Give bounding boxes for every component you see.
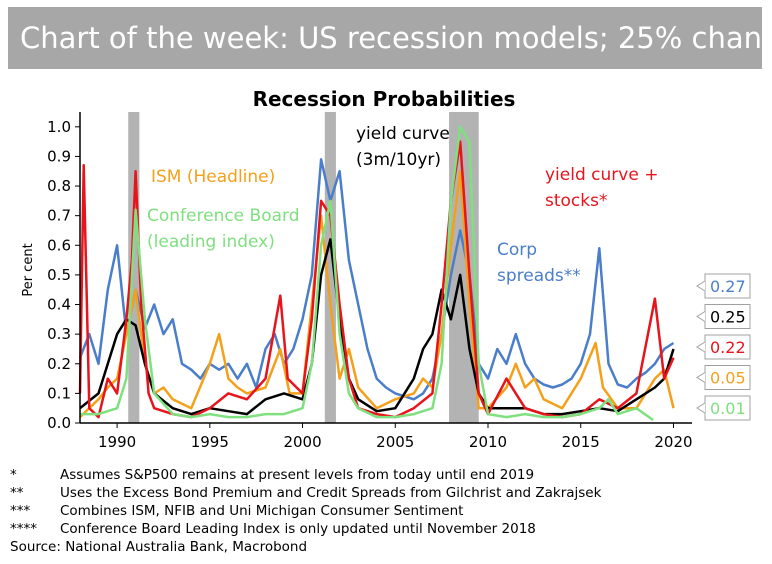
header-banner: Chart of the week: US recession models; … xyxy=(8,7,772,69)
x-tick-label: 2005 xyxy=(376,433,414,451)
x-tick-label: 1995 xyxy=(191,433,229,451)
end-label-0.05: 0.05 xyxy=(696,365,751,390)
footnote-mark: **** xyxy=(10,521,37,537)
end-label-value: 0.05 xyxy=(710,369,746,388)
end-label-pointer xyxy=(696,280,706,292)
y-tick-label: 0.0 xyxy=(47,414,71,432)
y-tick-label: 0.1 xyxy=(47,384,71,402)
y-tick-label: 1.0 xyxy=(47,118,71,136)
footnote-mark: * xyxy=(10,467,17,483)
annotations: yield curve (3m/10yr) ISM (Headline) Confer… xyxy=(147,124,658,286)
annotation-conf: (leading index) xyxy=(147,232,275,252)
footnote-4: **** Conference Board Leading Index is o… xyxy=(10,520,765,538)
end-labels: 0.27 0.25 0.22 0.05 0.01 xyxy=(696,273,751,421)
x-tick-label: 1990 xyxy=(98,433,136,451)
footnote-1: * Assumes S&P500 remains at present leve… xyxy=(10,466,765,484)
end-label-box xyxy=(704,365,751,390)
x-tick-label: 2015 xyxy=(562,433,600,451)
series-line-green xyxy=(80,125,654,422)
annotation-ycs: yield curve + xyxy=(545,165,658,185)
y-tick-label: 0.7 xyxy=(47,207,71,225)
footnotes: * Assumes S&P500 remains at present leve… xyxy=(10,466,765,556)
end-label-box xyxy=(704,304,751,329)
end-label-box xyxy=(704,395,751,421)
series-lines xyxy=(78,125,675,422)
annotation-yield: (3m/10yr) xyxy=(356,150,441,170)
end-label-pointer xyxy=(696,341,706,353)
end-label-box xyxy=(704,273,751,299)
y-tick-label: 0.2 xyxy=(47,355,71,373)
x-tick-label: 2020 xyxy=(654,433,692,451)
annotation-ism: ISM (Headline) xyxy=(151,167,275,187)
footnote-mark: ** xyxy=(10,485,24,501)
x-tick-label: 2010 xyxy=(469,433,507,451)
footnote-3: *** Combines ISM, NFIB and Uni Michigan … xyxy=(10,502,765,520)
x-tick-label: 2000 xyxy=(283,433,321,451)
footnote-text: Conference Board Leading Index is only u… xyxy=(60,521,536,537)
axes: 0.0 0.1 0.2 0.3 0.4 0.5 0.6 0.7 0.8 0.9 1.0 1990 199… xyxy=(47,112,693,451)
end-label-value: 0.25 xyxy=(710,308,746,327)
y-tick-label: 0.6 xyxy=(47,236,71,254)
end-label-pointer xyxy=(696,372,706,383)
annotation-corp: Corp xyxy=(497,240,537,260)
end-label-0.27: 0.27 xyxy=(696,273,751,299)
y-tick-label: 0.5 xyxy=(47,266,71,284)
end-label-value: 0.22 xyxy=(710,338,746,357)
end-label-value: 0.27 xyxy=(710,277,746,296)
end-label-pointer xyxy=(696,311,706,322)
annotation-corp: spreads** xyxy=(497,266,581,286)
recession-probabilities-chart: Recession Probabilities Per cent 0.00.10… xyxy=(21,87,751,451)
annotation-yield: yield curve xyxy=(356,124,450,144)
annotation-ycs: stocks* xyxy=(545,191,607,211)
end-label-pointer xyxy=(696,402,706,414)
end-label-0.01: 0.01 xyxy=(696,395,751,421)
end-label-0.22: 0.22 xyxy=(696,334,751,360)
footnote-text: Uses the Excess Bond Premium and Credit … xyxy=(60,485,602,501)
y-tick-label: 0.8 xyxy=(47,177,71,195)
series-line-ism xyxy=(79,169,675,419)
series-line-corp xyxy=(78,158,675,401)
source-note: Source: National Australia Bank, Macrobo… xyxy=(10,539,308,555)
y-tick-label: 0.3 xyxy=(47,325,71,343)
y-tick-label: 0.4 xyxy=(47,296,71,314)
y-tick-label: 0.9 xyxy=(47,147,71,165)
header-title: Chart of the week: US recession models; … xyxy=(20,21,772,55)
end-label-value: 0.01 xyxy=(710,399,746,418)
end-label-box xyxy=(704,334,751,360)
footnote-text: Combines ISM, NFIB and Uni Michigan Cons… xyxy=(60,503,464,519)
y-axis-label: Per cent xyxy=(21,243,36,296)
annotation-conf: Conference Board xyxy=(147,206,300,226)
chart-title: Recession Probabilities xyxy=(253,87,516,111)
end-label-0.25: 0.25 xyxy=(696,304,751,329)
footnote-2: ** Uses the Excess Bond Premium and Cred… xyxy=(10,484,765,502)
footnote-mark: *** xyxy=(10,503,31,519)
recession-band-2 xyxy=(324,112,336,423)
recession-band-1 xyxy=(128,112,140,423)
footnote-text: Assumes S&P500 remains at present levels… xyxy=(60,467,535,483)
